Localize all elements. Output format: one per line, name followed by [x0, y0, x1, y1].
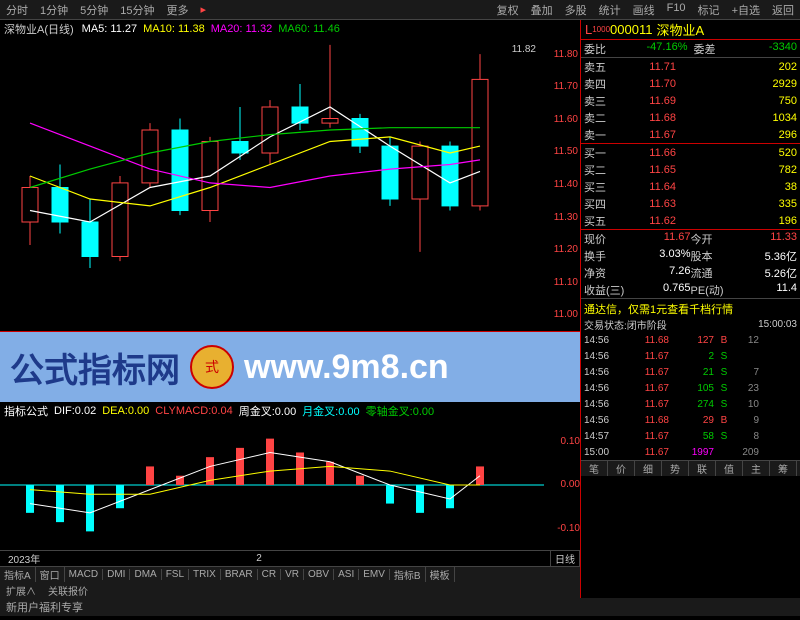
indicator-tab[interactable]: BRAR	[221, 569, 258, 580]
top-tab-bar: 分时1分钟5分钟15分钟更多 ▸ 复权叠加多股统计画线F10标记+自选返回	[0, 0, 800, 20]
tick-list: 14:5611.68127B1214:5611.672S14:5611.6721…	[581, 332, 800, 460]
indicator-tab[interactable]: DMA	[130, 569, 161, 580]
toolbar-button[interactable]: 画线	[627, 2, 661, 18]
orderbook-row[interactable]: 买四11.63335	[581, 195, 800, 212]
indicator-tab[interactable]: TRIX	[189, 569, 221, 580]
tick-row: 14:5611.6721S7	[581, 364, 800, 380]
timeframe-tab[interactable]: 5分钟	[74, 2, 114, 18]
timeframe-tab[interactable]: 15分钟	[114, 2, 160, 18]
indicator-tabs: 指标A窗口MACDDMIDMAFSLTRIXBRARCRVROBVASIEMV指…	[0, 566, 580, 582]
trade-status: 交易状态:闭市阶段 15:00:03	[581, 316, 800, 332]
orderbook-row[interactable]: 卖一11.67296	[581, 126, 800, 143]
indicator-header: 指标公式DIF:0.02DEA:0.00CLYMACD:0.04周金叉:0.00…	[0, 402, 580, 420]
indicator-tab[interactable]: 指标A	[0, 567, 36, 582]
period-button[interactable]: 日线	[550, 550, 580, 567]
detail-tab[interactable]: 价	[608, 461, 635, 476]
toolbar-button[interactable]: 标记	[692, 2, 726, 18]
indicator-tab[interactable]: EMV	[359, 569, 390, 580]
promo-text[interactable]: 通达信，仅需1元查看千档行情	[581, 298, 800, 316]
toolbar-button[interactable]: 统计	[593, 2, 627, 18]
orderbook-row[interactable]: 卖二11.681034	[581, 109, 800, 126]
tick-row: 14:5611.6829B9	[581, 412, 800, 428]
indicator-y-axis: 0.100.00-0.10	[544, 420, 580, 550]
orderbook-row[interactable]: 卖四11.702929	[581, 75, 800, 92]
tick-row: 14:5611.672S	[581, 348, 800, 364]
ext-button[interactable]: 关联报价	[42, 583, 94, 598]
tick-row: 15:0011.671997209	[581, 444, 800, 460]
detail-tab[interactable]: 笔	[581, 461, 608, 476]
tick-row: 14:5611.67105S23	[581, 380, 800, 396]
timeframe-tab[interactable]: 分时	[0, 2, 34, 18]
footer-bar: 新用户福利专享	[0, 598, 800, 616]
toolbar-button[interactable]: F10	[661, 2, 692, 18]
indicator-tab[interactable]: ASI	[334, 569, 359, 580]
indicator-tab[interactable]: VR	[281, 569, 304, 580]
orderbook-row[interactable]: 卖五11.71202	[581, 58, 800, 75]
time-axis-bar: 2023年 2 日线	[0, 550, 580, 566]
toolbar-button[interactable]: 返回	[766, 2, 800, 18]
orderbook-bids: 买一11.66520买二11.65782买三11.6438买四11.63335买…	[581, 144, 800, 229]
tick-row: 14:5711.6758S8	[581, 428, 800, 444]
stock-name: 深物业A	[656, 20, 704, 39]
more-arrow[interactable]: ▸	[195, 3, 213, 16]
stock-info: 现价11.67今开11.33换手3.03%股本5.36亿净资7.26流通5.26…	[581, 230, 800, 298]
indicator-tab[interactable]: CR	[258, 569, 281, 580]
indicator-tab[interactable]: DMI	[103, 569, 130, 580]
tick-row: 14:5611.67274S10	[581, 396, 800, 412]
watermark-text-cn: 公式指标网	[10, 343, 180, 392]
stock-title: L 1000 000011 深物业A	[581, 20, 800, 40]
timeframe-tab[interactable]: 1分钟	[34, 2, 74, 18]
indicator-tab[interactable]: FSL	[162, 569, 189, 580]
toolbar-button[interactable]: 叠加	[525, 2, 559, 18]
orderbook-row[interactable]: 买三11.6438	[581, 178, 800, 195]
orderbook-asks: 卖五11.71202卖四11.702929卖三11.69750卖二11.6810…	[581, 58, 800, 143]
detail-tab[interactable]: 联	[689, 461, 716, 476]
chart-header: 深物业A(日线) MA5: 11.27MA10: 11.38MA20: 11.3…	[0, 20, 580, 38]
orderbook-row[interactable]: 买一11.66520	[581, 144, 800, 161]
indicator-tab[interactable]: 窗口	[36, 567, 65, 582]
detail-tab[interactable]: 筹	[770, 461, 797, 476]
orderbook-row[interactable]: 卖三11.69750	[581, 92, 800, 109]
watermark-logo-icon: 式	[190, 345, 234, 389]
commission-ratio-row: 委比-47.16% 委差-3340	[581, 40, 800, 58]
toolbar-button[interactable]: 复权	[491, 2, 525, 18]
chart-title: 深物业A(日线)	[4, 21, 74, 37]
right-bottom-tabs: 笔价细势联值主筹	[581, 460, 800, 476]
detail-tab[interactable]: 细	[635, 461, 662, 476]
tick-row: 14:5611.68127B12	[581, 332, 800, 348]
timeframe-tab[interactable]: 更多	[161, 2, 195, 18]
watermark-banner: 公式指标网 式 www.9m8.cn	[0, 332, 580, 402]
stock-code: 000011	[610, 22, 652, 37]
extension-bar: 扩展∧关联报价	[0, 582, 580, 598]
candlestick-chart[interactable]: 11.82 11.8011.7011.6011.5011.4011.3011.2…	[0, 38, 580, 332]
macd-chart[interactable]: 0.100.00-0.10	[0, 420, 580, 550]
detail-tab[interactable]: 势	[662, 461, 689, 476]
indicator-tab[interactable]: MACD	[65, 569, 103, 580]
detail-tab[interactable]: 主	[743, 461, 770, 476]
indicator-tab[interactable]: OBV	[304, 569, 334, 580]
detail-tab[interactable]: 值	[716, 461, 743, 476]
orderbook-row[interactable]: 买五11.62196	[581, 212, 800, 229]
toolbar-button[interactable]: +自选	[726, 2, 766, 18]
price-y-axis: 11.8011.7011.6011.5011.4011.3011.2011.10…	[544, 38, 580, 331]
orderbook-row[interactable]: 买二11.65782	[581, 161, 800, 178]
indicator-tab[interactable]: 指标B	[390, 567, 426, 582]
watermark-url: www.9m8.cn	[244, 348, 449, 387]
ext-button[interactable]: 扩展∧	[0, 583, 42, 598]
indicator-tab[interactable]: 模板	[426, 567, 455, 582]
peak-label: 11.82	[512, 44, 536, 55]
toolbar-button[interactable]: 多股	[559, 2, 593, 18]
